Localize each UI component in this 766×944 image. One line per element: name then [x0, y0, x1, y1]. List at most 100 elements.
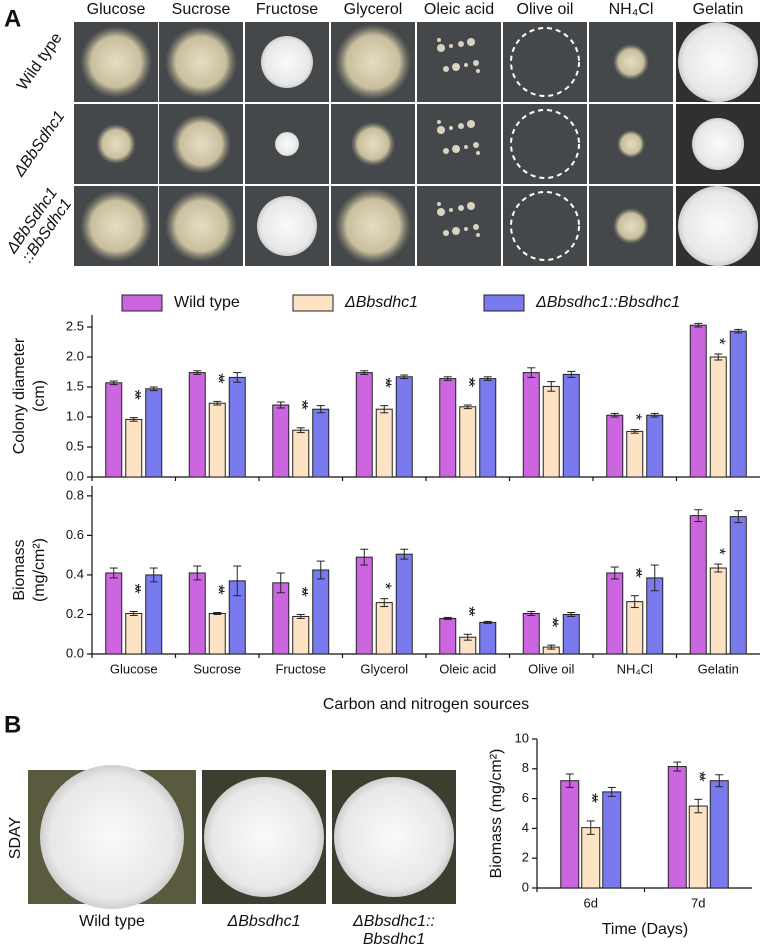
dashed-outline — [510, 109, 580, 179]
bar — [626, 430, 644, 478]
x-tick-label: Glycerol — [360, 661, 408, 676]
bar — [688, 805, 708, 889]
error-bar — [213, 611, 222, 615]
bar — [709, 567, 727, 655]
y-tick-label: 0 — [522, 879, 529, 894]
y-tick-label: 0.6 — [66, 527, 84, 542]
error-bar — [734, 510, 743, 524]
row-label-group: ΔBbSdhc1::BbSdhc1 — [3, 185, 75, 266]
bar — [188, 372, 206, 478]
error-bar — [673, 761, 682, 772]
y-tick-label: 2.0 — [66, 348, 84, 363]
bar — [292, 615, 310, 655]
plate-photo — [503, 186, 587, 266]
bar — [542, 385, 560, 478]
error-bar — [610, 566, 619, 580]
error-bar — [694, 509, 703, 523]
error-bar — [610, 412, 619, 418]
significance: * — [376, 583, 395, 590]
colony-speck — [473, 224, 479, 230]
bar — [709, 356, 727, 478]
bar — [355, 372, 373, 478]
significance: ** — [125, 584, 144, 595]
bar — [145, 574, 163, 655]
plate-label: Wild type — [79, 913, 145, 930]
column-label: Sucrose — [172, 1, 231, 18]
colony — [692, 118, 744, 170]
bar — [125, 418, 143, 478]
row-label-group: Wild type — [14, 30, 66, 94]
error-bar — [650, 412, 659, 418]
plate-photo — [417, 22, 501, 102]
error-bar — [443, 616, 452, 620]
colony — [165, 190, 237, 262]
significance: ** — [209, 584, 228, 595]
column-label: Oleic acid — [424, 1, 494, 18]
y-tick-label: 0.5 — [66, 438, 84, 453]
bar — [188, 572, 206, 655]
significance: ** — [690, 771, 709, 782]
bar — [375, 602, 393, 655]
error-bar — [296, 613, 305, 619]
bar — [606, 414, 624, 478]
colony — [204, 777, 324, 897]
error-bar — [109, 567, 118, 579]
y-tick-label: 2 — [522, 850, 529, 865]
bar — [395, 553, 413, 655]
colony-speck — [467, 120, 475, 128]
dashed-outline — [510, 27, 580, 97]
bar — [606, 572, 624, 655]
bar — [602, 791, 622, 889]
significance: ** — [125, 390, 144, 401]
error-bar — [463, 633, 472, 641]
bar — [375, 408, 393, 478]
x-axis-label: Carbon and nitrogen sources — [323, 696, 529, 713]
colony-speck — [458, 41, 464, 47]
bar — [479, 621, 497, 655]
bar — [105, 382, 123, 478]
colony — [257, 196, 317, 256]
colony-speck — [458, 205, 464, 211]
error-bar — [547, 381, 556, 392]
y-axis-label: (mg/cm²) — [31, 538, 48, 602]
error-bar — [400, 548, 409, 560]
error-bar — [565, 773, 574, 788]
colony-speck — [452, 63, 460, 71]
bar — [626, 601, 644, 655]
error-bar — [360, 548, 369, 566]
colony-speck — [443, 230, 449, 236]
significance: ** — [543, 617, 562, 628]
x-tick-label: Olive oil — [528, 661, 574, 676]
bar — [689, 515, 707, 655]
y-tick-label: 6 — [522, 790, 529, 805]
error-bar — [149, 567, 158, 583]
colony-speck — [473, 142, 479, 148]
colony-speck — [464, 63, 468, 67]
legend-swatch — [121, 294, 163, 312]
colony-speck — [452, 227, 460, 235]
colony-speck — [476, 69, 480, 73]
significance: ** — [582, 793, 601, 804]
colony-speck — [437, 120, 441, 124]
colony-speck — [437, 44, 445, 52]
error-bar — [193, 565, 202, 581]
bar — [292, 429, 310, 478]
legend-label: ΔBbsdhc1 — [344, 294, 418, 311]
dashed-outline — [510, 191, 580, 261]
colony-speck — [449, 44, 453, 48]
y-tick-label: 0.2 — [66, 606, 84, 621]
colony-speck — [437, 202, 441, 206]
colony — [613, 44, 649, 80]
colony — [613, 208, 649, 244]
bar — [145, 388, 163, 478]
colony — [261, 36, 313, 88]
plate-photo — [417, 104, 501, 184]
colony-speck — [476, 151, 480, 155]
significance: ** — [626, 568, 645, 579]
bar — [522, 372, 540, 478]
legend-swatch — [292, 294, 334, 312]
error-bar — [694, 322, 703, 328]
significance: ** — [459, 606, 478, 617]
plate-label: Bbsdhc1 — [363, 931, 425, 944]
bar — [522, 612, 540, 655]
